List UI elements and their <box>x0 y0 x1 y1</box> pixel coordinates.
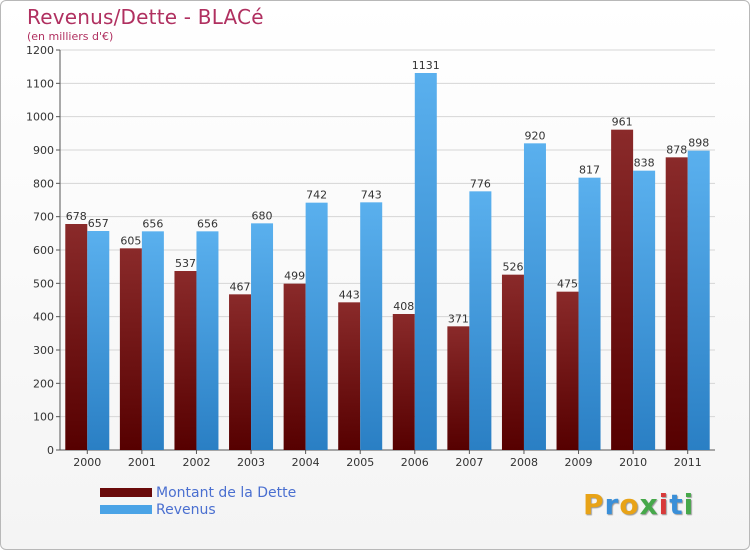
data-label-revenus: 742 <box>306 189 327 202</box>
legend-label-revenus: Revenus <box>156 502 216 518</box>
data-label-dette: 537 <box>175 257 196 270</box>
bars <box>65 73 710 451</box>
data-label-dette: 408 <box>393 300 414 313</box>
data-label-revenus: 743 <box>361 188 382 201</box>
data-label-dette: 961 <box>612 116 633 129</box>
bar-revenus <box>633 170 656 450</box>
x-tick-label: 2001 <box>128 456 156 469</box>
y-tick-label: 400 <box>33 311 54 324</box>
labels: 0 100 200 300 400 500 600 700 800 900 1000 1100 1200… <box>26 44 709 469</box>
data-label-revenus: 656 <box>142 217 163 230</box>
bar-dette <box>174 271 197 450</box>
chart-title: Revenus/Dette - BLACé <box>27 5 264 29</box>
legend-label-dette: Montant de la Dette <box>156 485 297 501</box>
logo-letter: x <box>639 488 659 521</box>
legend-swatch-dette <box>100 488 152 497</box>
y-tick-label: 600 <box>33 244 54 257</box>
grid-lines <box>60 49 715 451</box>
bar-dette <box>229 294 252 450</box>
y-tick-label: 300 <box>33 344 54 357</box>
bar-revenus <box>305 202 328 450</box>
x-tick-label: 2003 <box>237 456 265 469</box>
logo-letter: t <box>669 488 684 521</box>
bar-revenus <box>251 223 274 450</box>
bar-dette <box>338 302 361 450</box>
data-label-revenus: 1131 <box>412 59 440 72</box>
data-label-dette: 678 <box>66 210 87 223</box>
x-tick-label: 2006 <box>401 456 429 469</box>
data-label-dette: 526 <box>502 261 523 274</box>
bar-revenus <box>360 202 383 450</box>
data-label-revenus: 898 <box>688 137 709 150</box>
legend-swatch-revenus <box>100 505 152 514</box>
bar-revenus <box>141 231 164 450</box>
data-label-dette: 475 <box>557 278 578 291</box>
bar-revenus <box>196 231 219 450</box>
data-label-dette: 605 <box>120 234 141 247</box>
bar-revenus <box>469 191 492 451</box>
data-label-dette: 443 <box>339 288 360 301</box>
data-label-revenus: 657 <box>88 217 109 230</box>
y-tick-label: 800 <box>33 177 54 190</box>
data-label-revenus: 680 <box>252 209 273 222</box>
y-tick-label: 1000 <box>26 111 54 124</box>
data-label-revenus: 920 <box>524 129 545 142</box>
chart-subtitle: (en milliers d'€) <box>27 30 114 43</box>
data-label-dette: 878 <box>666 143 687 156</box>
logo-letter: i <box>658 488 670 521</box>
x-tick-label: 2002 <box>182 456 210 469</box>
y-tick-label: 500 <box>33 277 54 290</box>
y-tick-label: 200 <box>33 377 54 390</box>
bar-revenus <box>414 73 437 450</box>
y-tick-label: 900 <box>33 144 54 157</box>
data-label-dette: 371 <box>448 312 469 325</box>
logo-letter: i <box>683 488 695 521</box>
y-tick-label: 700 <box>33 211 54 224</box>
logo-letter: P <box>583 488 605 521</box>
bar-dette <box>556 291 579 450</box>
x-tick-label: 2004 <box>292 456 320 469</box>
bar-dette <box>283 283 306 450</box>
bar-dette <box>392 314 415 450</box>
x-tick-label: 2007 <box>455 456 483 469</box>
y-tick-label: 0 <box>47 444 54 457</box>
bar-revenus <box>87 231 110 450</box>
data-label-dette: 499 <box>284 270 305 283</box>
logo-letter: r <box>604 488 620 521</box>
bar-dette <box>119 248 142 450</box>
x-tick-label: 2000 <box>73 456 101 469</box>
data-label-dette: 467 <box>230 280 251 293</box>
x-tick-label: 2008 <box>510 456 538 469</box>
proxiti-logo: Proxiti <box>583 488 694 521</box>
logo-letter: o <box>619 488 640 521</box>
x-tick-label: 2009 <box>565 456 593 469</box>
bar-revenus <box>578 177 601 450</box>
y-tick-label: 1200 <box>26 44 54 57</box>
y-tick-label: 100 <box>33 411 54 424</box>
x-tick-label: 2011 <box>674 456 702 469</box>
data-label-revenus: 776 <box>470 177 491 190</box>
bar-dette <box>447 326 470 450</box>
bar-dette <box>665 157 688 451</box>
bar-revenus <box>523 143 546 451</box>
bar-dette <box>611 129 634 450</box>
y-tick-label: 1100 <box>26 77 54 90</box>
axes <box>56 49 715 454</box>
bar-revenus <box>687 150 710 450</box>
data-label-revenus: 817 <box>579 164 600 177</box>
data-label-revenus: 656 <box>197 217 218 230</box>
data-label-revenus: 838 <box>634 157 655 170</box>
x-tick-label: 2010 <box>619 456 647 469</box>
x-tick-label: 2005 <box>346 456 374 469</box>
bar-dette <box>501 274 524 450</box>
bar-dette <box>65 224 88 450</box>
